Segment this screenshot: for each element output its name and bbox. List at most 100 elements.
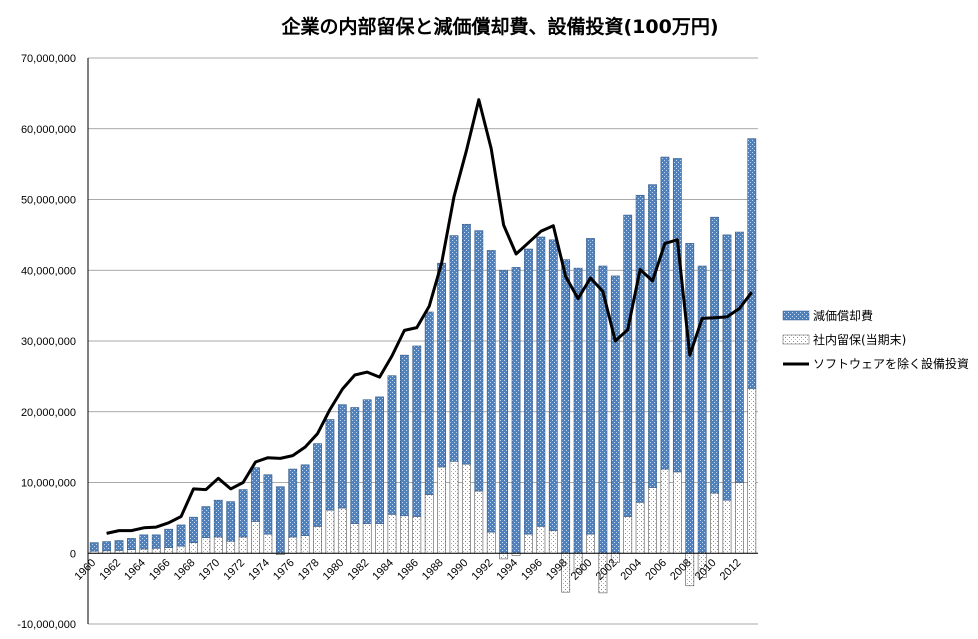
bar-depreciation-1961 [102,541,112,552]
x-tick-label-1996: 1996 [519,557,545,583]
bar-depreciation-1976 [288,468,298,538]
bar-depreciation-1972 [238,489,248,538]
y-tick-label-7: 60,000,000 [21,124,76,136]
bar-depreciation-1982 [362,399,372,524]
bar-retained-2006 [660,468,670,554]
bar-retained-1978 [313,526,322,554]
y-tick-label-2: 10,000,000 [21,478,76,490]
y-tick-label-4: 30,000,000 [21,336,76,348]
bar-retained-1964 [139,548,149,554]
bar-depreciation-1964 [139,534,149,550]
bar-depreciation-1993 [499,269,509,554]
bar-retained-2000 [586,533,595,554]
bar-retained-1979 [325,509,335,554]
bar-retained-1995 [524,533,533,554]
bar-retained-1972 [238,536,248,554]
bar-retained-1992 [486,531,496,554]
line-layer [106,98,753,535]
bar-depreciation-2012 [734,231,744,483]
bar-retained-1977 [300,535,310,554]
bar-depreciation-1989 [449,235,459,462]
bar-depreciation-2009 [697,265,707,554]
x-tick-label-1966: 1966 [147,557,173,583]
bar-retained-1984 [387,514,397,554]
bar-retained-1973 [251,521,260,554]
bar-retained-2013 [747,388,757,554]
bar-layer [89,138,757,594]
x-tick-label-2006: 2006 [643,557,669,583]
bar-retained-1980 [337,507,347,554]
bar-depreciation-2011 [722,234,732,501]
x-tick-label-1992: 1992 [470,557,496,583]
bar-depreciation-2000 [586,238,595,535]
bar-retained-2003 [623,516,633,554]
bar-retained-1968 [189,542,198,554]
x-tick-label-1976: 1976 [271,557,297,583]
bar-retained-1981 [350,523,360,554]
bar-depreciation-1971 [226,501,236,542]
bar-depreciation-1987 [424,311,434,495]
x-tick-label-1960: 1960 [73,557,99,583]
axis-layer [87,58,758,624]
y-tick-label-5: 40,000,000 [21,265,76,277]
bar-depreciation-1983 [375,396,384,524]
bar-depreciation-2006 [660,156,670,470]
bar-depreciation-1990 [462,223,471,465]
x-tick-label-1974: 1974 [246,557,272,583]
bar-depreciation-2010 [710,216,719,494]
legend-label-capex: ソフトウェアを除く設備投資 [813,356,969,371]
bar-depreciation-1962 [114,540,124,551]
bar-depreciation-2013 [747,138,757,389]
legend: 減価償却費 社内留保(当期末) ソフトウェアを除く設備投資 [782,308,969,371]
bar-depreciation-1984 [387,375,397,515]
bar-retained-1969 [201,537,211,554]
bar-depreciation-1974 [263,474,273,535]
bar-retained-2004 [635,502,645,554]
bar-retained-1967 [176,545,186,554]
x-tick-label-1964: 1964 [122,557,148,583]
x-tick-label-1962: 1962 [97,557,123,583]
grid-layer [88,57,758,625]
x-tick-label-2012: 2012 [718,557,744,583]
bar-retained-1970 [213,536,223,554]
bar-depreciation-1998 [561,259,571,554]
y-axis-ticks: -10,000,000 0 10,000,000 20,000,000 30,000,0… [17,53,76,631]
legend-label-depreciation: 減価償却費 [813,308,873,323]
bar-retained-1996 [536,526,546,554]
bar-depreciation-1997 [548,239,558,531]
bar-depreciation-1994 [511,267,521,554]
bar-depreciation-2005 [648,184,657,488]
bar-retained-2005 [648,487,657,554]
bar-retained-1965 [151,547,161,554]
bar-retained-1997 [548,530,558,554]
bar-depreciation-1977 [300,464,310,536]
bar-retained-1985 [399,515,409,554]
bar-retained-1987 [424,494,434,554]
x-tick-label-1988: 1988 [420,557,446,583]
bar-depreciation-1981 [350,407,360,524]
bar-depreciation-1986 [412,345,422,517]
bar-depreciation-1992 [486,250,496,533]
y-tick-label-1: 0 [70,548,76,560]
bar-depreciation-1980 [337,404,347,509]
x-tick-label-1986: 1986 [395,557,421,583]
x-tick-label-2010: 2010 [693,557,719,583]
bar-retained-2010 [710,492,719,554]
x-tick-label-1990: 1990 [445,557,471,583]
y-tick-label-0: -10,000,000 [17,619,76,631]
x-tick-label-1972: 1972 [221,557,247,583]
bar-depreciation-1988 [437,262,447,468]
bar-depreciation-1960 [89,542,99,552]
x-tick-label-1982: 1982 [345,557,371,583]
bar-depreciation-1996 [536,236,546,527]
bar-retained-1976 [288,536,298,554]
bar-depreciation-2003 [623,214,633,517]
bar-depreciation-1970 [213,499,223,538]
bar-depreciation-1973 [251,467,260,522]
bar-depreciation-1978 [313,443,322,527]
y-tick-label-3: 20,000,000 [21,407,76,419]
bar-depreciation-1968 [189,516,198,543]
bar-depreciation-1966 [164,528,174,548]
bar-retained-1988 [437,466,447,554]
